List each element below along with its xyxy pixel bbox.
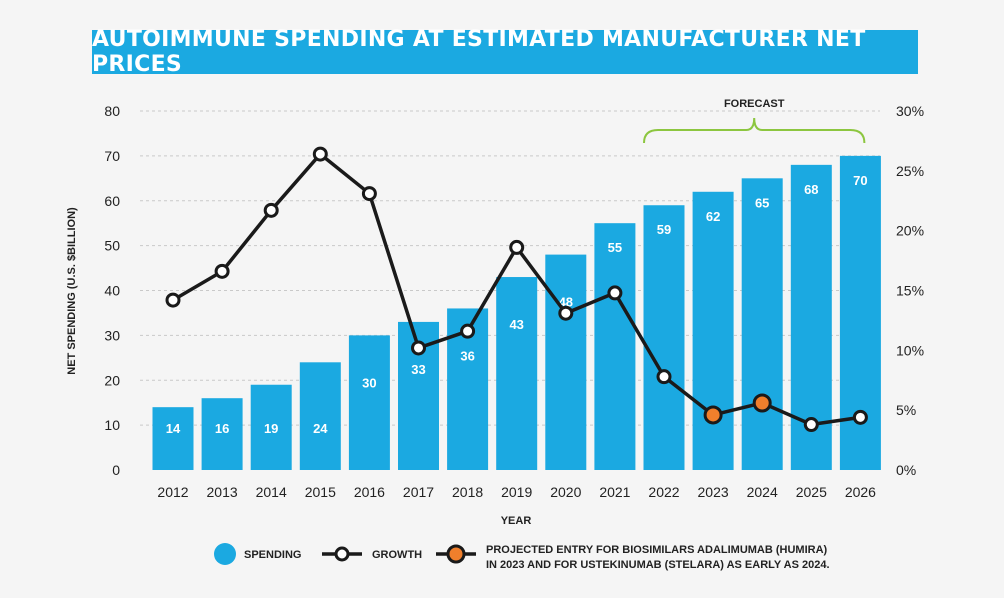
x-tick-2017: 2017 — [403, 484, 434, 500]
legend-projected-marker — [446, 544, 466, 564]
left-tick-label: 80 — [104, 103, 120, 119]
x-tick-2013: 2013 — [207, 484, 238, 500]
forecast-bracket: FORECAST — [643, 98, 866, 144]
bar-2016 — [348, 335, 390, 470]
bar-label-2012: 14 — [166, 421, 181, 436]
x-tick-2025: 2025 — [796, 484, 827, 500]
bar-2013 — [201, 398, 243, 470]
growth-point-2017 — [411, 340, 426, 356]
x-tick-2018: 2018 — [452, 484, 483, 500]
bar-2019 — [496, 277, 538, 470]
bar-2022 — [643, 205, 685, 471]
growth-point-2012 — [165, 292, 181, 308]
left-tick-label: 30 — [104, 327, 120, 343]
legend-growth-marker — [334, 546, 350, 562]
bar-label-2018: 36 — [460, 348, 474, 363]
legend-spending-marker — [214, 543, 236, 565]
growth-point-2014 — [263, 202, 279, 218]
growth-point-2018 — [460, 323, 476, 339]
growth-point-2020 — [558, 305, 574, 321]
right-tick-label: 20% — [896, 223, 924, 239]
bar-2020 — [545, 254, 587, 470]
x-axis-label: YEAR — [501, 515, 532, 527]
right-tick-label: 15% — [896, 283, 924, 299]
bar-label-2022: 59 — [657, 222, 671, 237]
forecast-label: FORECAST — [724, 98, 785, 110]
bar-label-2025: 68 — [804, 182, 818, 197]
right-tick-label: 25% — [896, 163, 924, 179]
bar-label-2017: 33 — [411, 362, 425, 377]
x-tick-2026: 2026 — [845, 484, 876, 500]
right-tick-label: 0% — [896, 462, 916, 478]
growth-points — [165, 146, 868, 433]
forecast-brace — [643, 117, 866, 144]
growth-point-2016 — [361, 186, 377, 202]
left-axis-ticks: 0 10 20 30 40 50 60 70 80 — [104, 103, 120, 478]
growth-point-2013 — [214, 263, 230, 279]
x-tick-2015: 2015 — [305, 484, 336, 500]
bar-label-2015: 24 — [313, 421, 328, 436]
x-tick-2016: 2016 — [354, 484, 385, 500]
growth-point-2026 — [852, 409, 868, 425]
bar-label-2014: 19 — [264, 421, 278, 436]
bar-label-2024: 65 — [755, 195, 769, 210]
projected-point-2024 — [752, 393, 772, 413]
bar-label-2016: 30 — [362, 375, 376, 390]
bar-2014 — [250, 384, 292, 470]
left-tick-label: 40 — [104, 283, 120, 299]
bar-label-2019: 43 — [509, 317, 523, 332]
bar-label-2013: 16 — [215, 421, 229, 436]
x-tick-2014: 2014 — [256, 484, 287, 500]
bar-2024 — [741, 178, 783, 470]
left-tick-label: 60 — [104, 193, 120, 209]
growth-point-2015 — [312, 146, 328, 162]
growth-point-2022 — [656, 369, 672, 385]
legend-projected-label-line1: PROJECTED ENTRY FOR BIOSIMILARS ADALIMUM… — [486, 544, 828, 556]
left-tick-label: 70 — [104, 148, 120, 164]
x-axis-ticks: 2012 2013 2014 2015 2016 2017 2018 2019 2020 2021… — [157, 484, 876, 500]
legend-spending-label: SPENDING — [244, 549, 301, 561]
bar-2012 — [152, 407, 194, 470]
y-axis-label: NET SPENDING (U.S. $BILLION) — [66, 207, 78, 375]
x-tick-2024: 2024 — [747, 484, 778, 500]
legend-projected-label-line2: IN 2023 AND FOR USTEKINUMAB (STELARA) AS… — [486, 559, 830, 571]
x-tick-2021: 2021 — [599, 484, 630, 500]
right-tick-label: 30% — [896, 103, 924, 119]
chart-title: AUTOIMMUNE SPENDING AT ESTIMATED MANUFAC… — [92, 27, 918, 77]
right-axis-ticks: 0% 5% 10% 15% 20% 25% 30% — [896, 103, 924, 478]
bar-label-2026: 70 — [853, 173, 867, 188]
legend-growth-label: GROWTH — [372, 549, 422, 561]
growth-point-2021 — [607, 285, 623, 301]
bar-2021 — [594, 223, 636, 470]
left-tick-label: 10 — [104, 417, 120, 433]
left-tick-label: 20 — [104, 372, 120, 388]
growth-point-2025 — [803, 417, 819, 433]
right-tick-label: 10% — [896, 342, 924, 358]
left-tick-label: 0 — [112, 462, 120, 478]
left-tick-label: 50 — [104, 238, 120, 254]
right-tick-label: 5% — [896, 402, 916, 418]
bar-label-2021: 55 — [608, 240, 622, 255]
growth-point-2019 — [509, 239, 525, 255]
x-tick-2020: 2020 — [550, 484, 581, 500]
x-tick-2022: 2022 — [648, 484, 679, 500]
bars — [152, 155, 881, 471]
bar-2015 — [299, 362, 341, 470]
x-tick-2019: 2019 — [501, 484, 532, 500]
projected-point-2023 — [703, 405, 723, 425]
x-tick-2023: 2023 — [698, 484, 729, 500]
legend: SPENDING GROWTH PROJECTED ENTRY FOR BIOSIM… — [214, 543, 830, 571]
bar-label-2023: 62 — [706, 209, 720, 224]
bar-2023 — [692, 191, 734, 470]
x-tick-2012: 2012 — [157, 484, 188, 500]
